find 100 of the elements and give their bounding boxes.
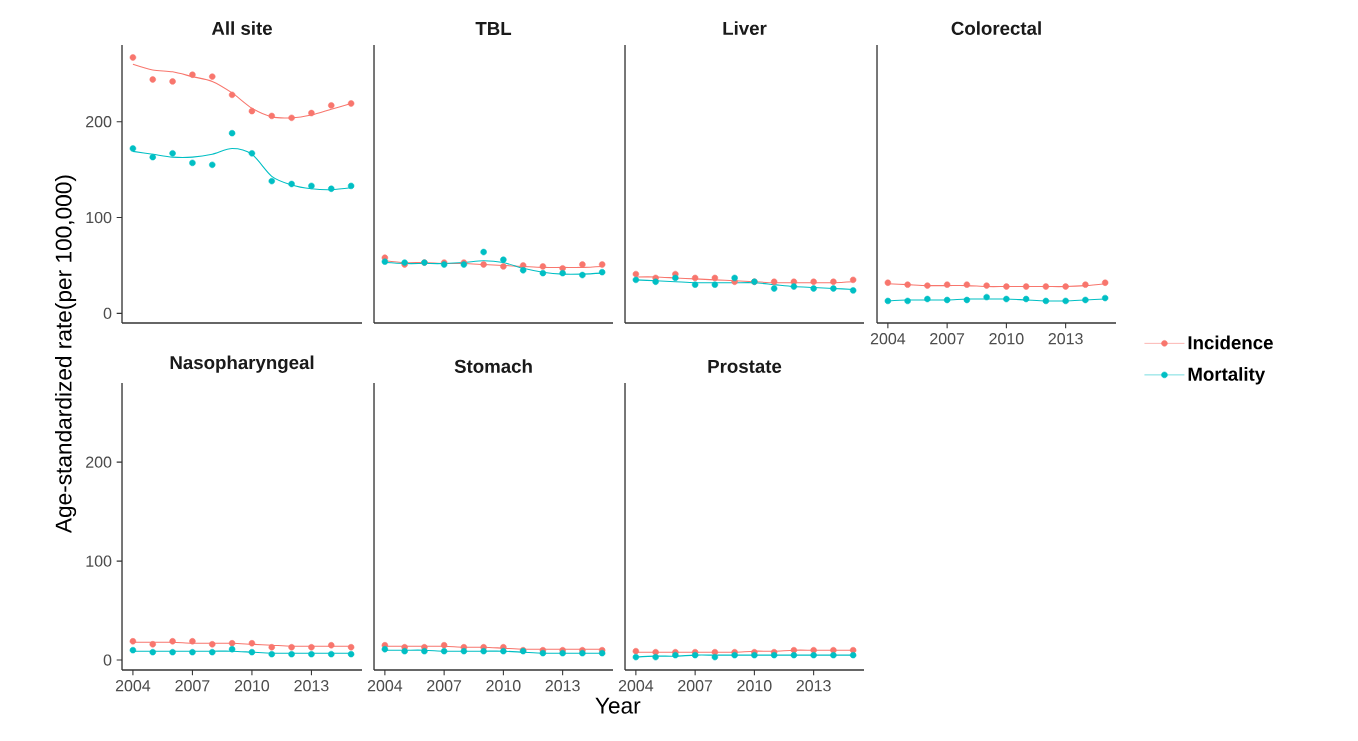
point xyxy=(598,261,606,268)
point xyxy=(983,282,990,289)
point xyxy=(421,647,428,655)
point xyxy=(500,263,507,270)
point xyxy=(539,263,547,270)
point xyxy=(632,276,640,284)
x-tick-label: 2007 xyxy=(678,680,713,692)
point xyxy=(1062,283,1069,290)
point xyxy=(830,285,837,292)
x-tick-label: 2004 xyxy=(367,680,403,692)
x-tick-label: 2013 xyxy=(796,680,831,692)
point xyxy=(288,180,295,188)
chart-title: Prostate xyxy=(708,359,782,373)
point xyxy=(381,258,389,265)
point xyxy=(770,278,778,285)
y-tick-label: 200 xyxy=(86,116,112,128)
point xyxy=(904,281,911,288)
point xyxy=(189,71,196,78)
point xyxy=(790,646,798,654)
point xyxy=(672,274,679,282)
point xyxy=(830,278,837,285)
y-tick-label: 100 xyxy=(86,211,112,224)
point xyxy=(810,278,817,285)
point xyxy=(790,283,798,290)
point xyxy=(924,282,931,289)
point xyxy=(963,296,971,304)
point xyxy=(149,153,156,161)
point xyxy=(1042,297,1050,305)
point xyxy=(189,159,196,167)
y-tick-label: 100 xyxy=(86,555,112,567)
point xyxy=(440,647,448,655)
point xyxy=(830,651,837,659)
point xyxy=(288,114,295,122)
point xyxy=(228,129,236,137)
point xyxy=(328,102,335,109)
x-tick-label: 2004 xyxy=(618,680,654,692)
point xyxy=(401,647,408,655)
chart-title: Colorectal xyxy=(951,21,1041,35)
point xyxy=(129,145,137,152)
point xyxy=(652,648,659,656)
point xyxy=(632,270,640,278)
point xyxy=(381,646,389,653)
point xyxy=(1003,295,1010,303)
point xyxy=(347,182,355,190)
x-tick-label: 2013 xyxy=(294,680,329,692)
point xyxy=(579,271,586,279)
point xyxy=(810,651,817,659)
point xyxy=(691,274,699,282)
point xyxy=(559,269,566,277)
point xyxy=(149,76,156,83)
point xyxy=(904,297,911,305)
chart-title: All site xyxy=(211,21,272,35)
x-tick-label: 2010 xyxy=(486,680,521,692)
point xyxy=(519,262,527,269)
point xyxy=(248,150,256,157)
legend-label: Incidence xyxy=(1188,335,1273,350)
point xyxy=(810,285,817,292)
point xyxy=(1082,281,1089,288)
point xyxy=(440,642,448,649)
point xyxy=(519,267,527,274)
point xyxy=(1082,296,1089,304)
x-tick-label: 2013 xyxy=(545,680,580,692)
point xyxy=(1101,294,1109,302)
point xyxy=(652,278,659,285)
x-tick-label: 2010 xyxy=(737,680,772,692)
point xyxy=(228,91,236,99)
point xyxy=(1022,283,1030,290)
point xyxy=(1003,283,1010,290)
point xyxy=(810,646,817,654)
point xyxy=(1022,295,1030,303)
point xyxy=(209,161,216,169)
y-tick-label: 0 xyxy=(103,654,112,666)
x-axis-title: Year xyxy=(595,697,641,714)
point xyxy=(943,296,951,304)
point xyxy=(268,177,275,185)
point xyxy=(579,261,586,268)
point xyxy=(328,185,335,192)
y-axis-title: Age-standardized rate(per 100,000) xyxy=(55,175,77,534)
point xyxy=(308,109,315,117)
point xyxy=(691,281,699,288)
point xyxy=(711,653,719,661)
point xyxy=(480,647,487,655)
x-tick-label: 2007 xyxy=(930,333,965,345)
point xyxy=(924,295,931,303)
point xyxy=(830,646,837,654)
point xyxy=(480,248,487,256)
point xyxy=(652,653,659,661)
x-tick-label: 2007 xyxy=(427,680,462,692)
y-tick-label: 200 xyxy=(86,456,112,468)
chart-title: Stomach xyxy=(454,359,532,373)
x-tick-label: 2004 xyxy=(115,680,151,692)
x-tick-label: 2013 xyxy=(1048,333,1083,345)
point xyxy=(480,261,487,268)
point xyxy=(983,293,990,301)
point xyxy=(849,287,857,294)
x-tick-label: 2010 xyxy=(234,680,270,692)
point xyxy=(169,78,176,85)
point xyxy=(711,648,719,656)
chart-title: Nasopharyngeal xyxy=(170,355,314,373)
point xyxy=(711,281,719,288)
